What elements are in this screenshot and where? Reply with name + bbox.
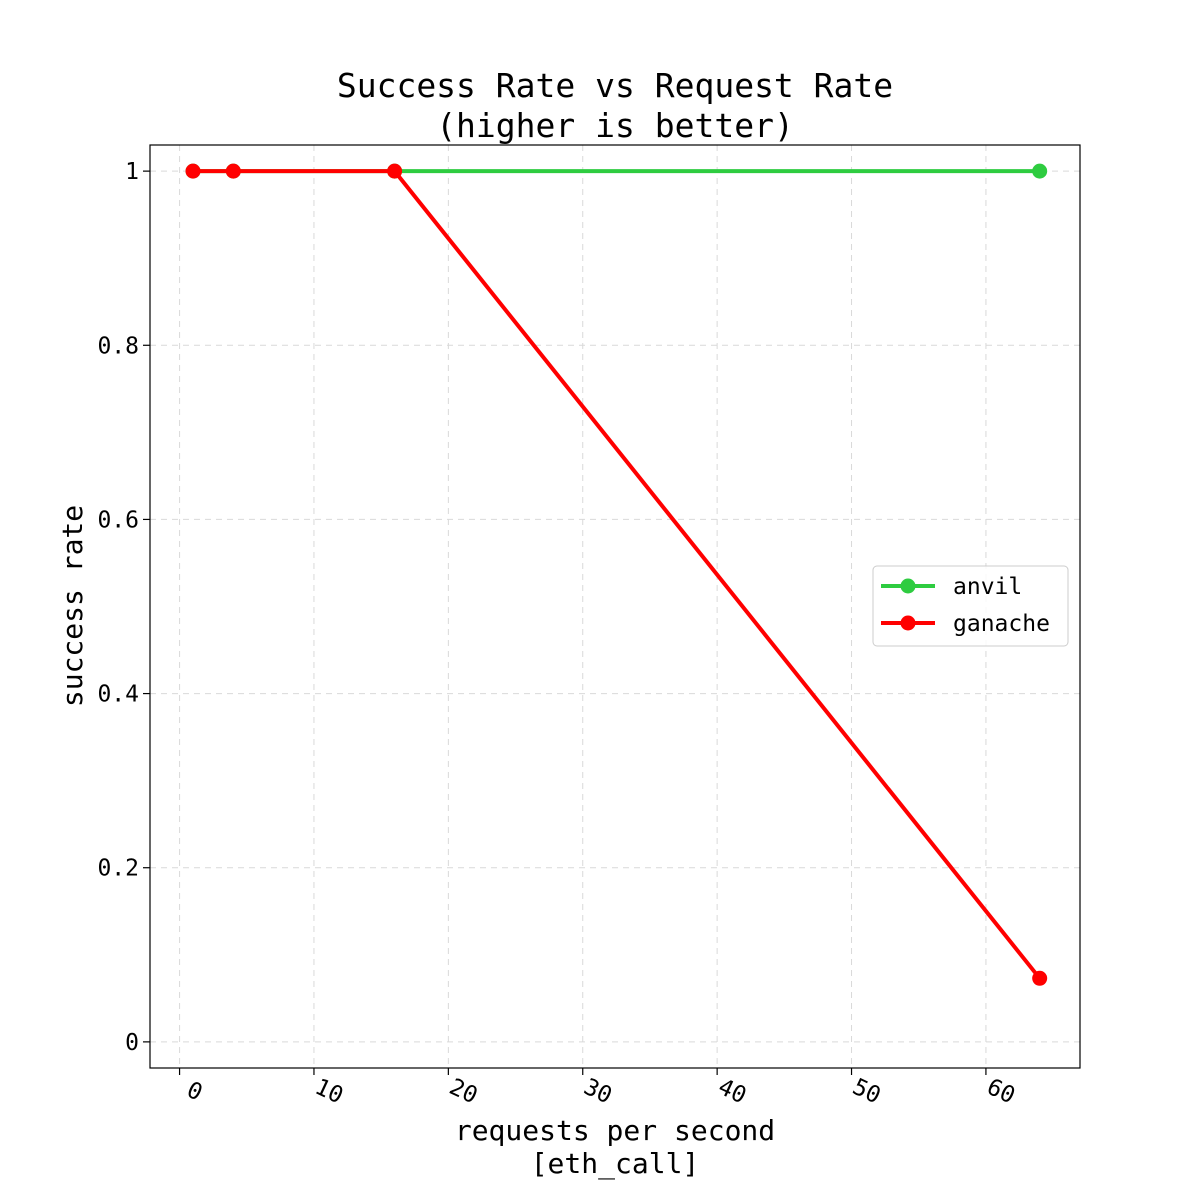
y-tick-label: 0 <box>125 1030 139 1056</box>
x-axis-label-line-1: requests per second <box>455 1114 775 1147</box>
y-tick-label: 1 <box>125 159 139 185</box>
x-tick-label: 60 <box>983 1074 1019 1109</box>
chart-title-line-1: Success Rate vs Request Rate <box>337 66 893 105</box>
chart-title: Success Rate vs Request Rate(higher is b… <box>337 66 893 145</box>
series-line-ganache <box>193 169 1042 980</box>
x-axis-label: requests per second[eth_call] <box>455 1114 775 1181</box>
x-axis: 0 10 20 30 40 50 60 <box>178 1068 1019 1109</box>
legend-label: anvil <box>953 574 1022 600</box>
data-point-anvil <box>1032 163 1048 179</box>
y-tick-label: 0.8 <box>97 333 139 359</box>
data-point-ganache <box>225 163 241 179</box>
x-tick-label: 0 <box>183 1077 207 1106</box>
series-ganache <box>185 163 1048 986</box>
y-tick-label: 0.6 <box>97 507 139 533</box>
plot-frame <box>149 144 1081 1069</box>
data-point-ganache <box>387 163 403 179</box>
series-layer <box>185 163 1048 986</box>
legend-marker-icon <box>900 578 916 594</box>
legend-marker-icon <box>900 615 916 631</box>
y-tick-label: 0.2 <box>97 856 139 882</box>
x-axis-label-line-2: [eth_call] <box>531 1147 700 1181</box>
data-point-ganache <box>1032 970 1048 986</box>
y-axis-label: success rate <box>56 505 89 707</box>
legend: anvil ganache <box>872 565 1069 647</box>
data-point-ganache <box>185 163 201 179</box>
legend-label: ganache <box>953 611 1050 637</box>
legend-item-ganache: ganache <box>881 611 1050 637</box>
chart-title-line-2: (higher is better) <box>436 106 794 145</box>
y-tick-label: 0.4 <box>97 682 139 708</box>
x-tick-label: 30 <box>580 1074 616 1109</box>
legend-item-anvil: anvil <box>881 574 1022 600</box>
y-axis: 0 0.2 0.4 0.6 0.8 1 <box>97 159 150 1056</box>
x-tick-label: 20 <box>445 1074 481 1109</box>
x-tick-label: 40 <box>714 1074 750 1109</box>
x-tick-label: 10 <box>311 1074 347 1109</box>
x-tick-label: 50 <box>848 1074 884 1109</box>
